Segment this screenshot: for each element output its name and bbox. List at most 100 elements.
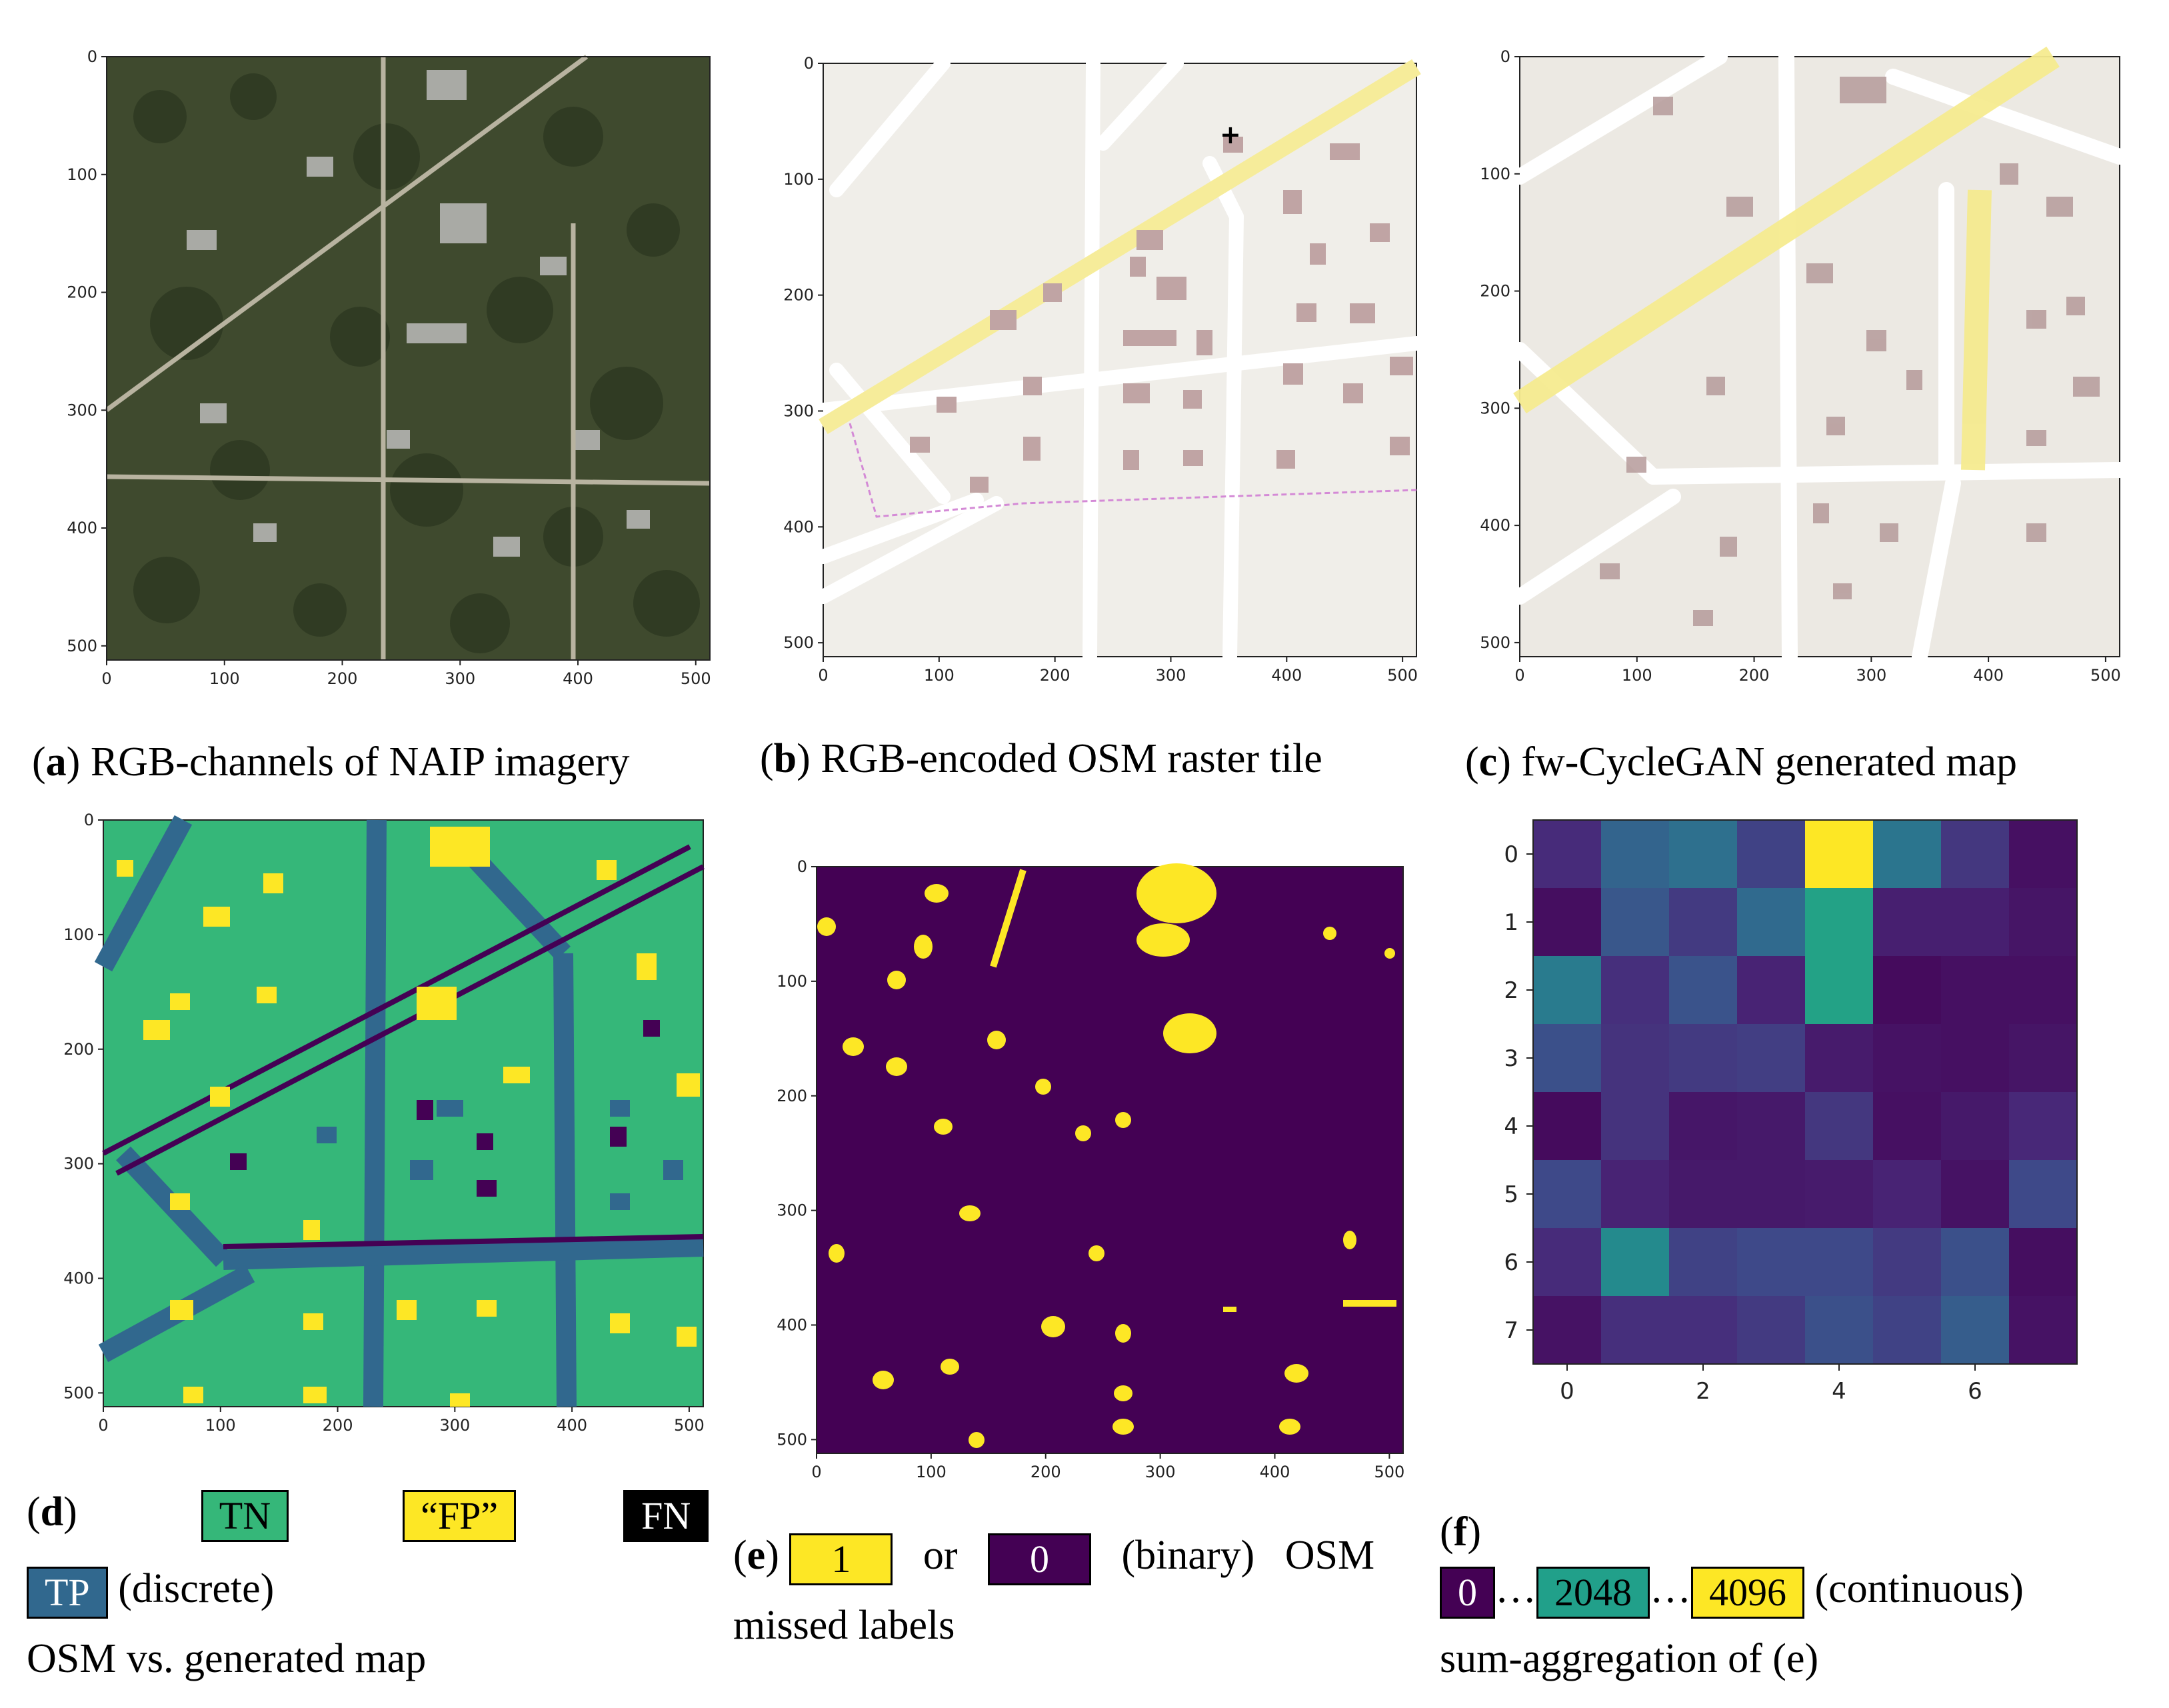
- heatmap-x-tick: 4: [1832, 1378, 1846, 1405]
- x-tick-label: 100: [916, 1463, 947, 1481]
- x-tick-label: 500: [2090, 666, 2121, 685]
- x-tick-label: 0: [98, 1416, 108, 1435]
- fn-buildings: [230, 1020, 660, 1197]
- heatmap-y-tick: 0: [1504, 841, 1518, 868]
- panel-d-comparison-map: 0 0 100 100 200 200 300 300 400 400 500 500: [0, 797, 733, 1437]
- heatmap-cell: [1805, 1296, 1873, 1364]
- y-tick-label: 0: [1500, 47, 1510, 66]
- legend-f-mid: 2048: [1536, 1566, 1650, 1619]
- heatmap-cell: [1737, 1296, 1805, 1364]
- heatmap-cell: [1873, 1024, 1941, 1092]
- heatmap-frame: [1532, 819, 2078, 1365]
- heatmap-cell: [1941, 956, 2009, 1024]
- fn-edges: [102, 844, 705, 1249]
- y-tick-label: 0: [87, 47, 97, 66]
- y-tick-label: 200: [1480, 282, 1510, 301]
- heatmap-cell: [1601, 956, 1669, 1024]
- heatmap-cell: [1533, 956, 1601, 1024]
- generated-buildings: [1600, 77, 2100, 626]
- y-tick-label: 300: [1480, 399, 1510, 417]
- caption-f-line2: 0… 2048… 4096 (continuous): [1440, 1563, 2024, 1619]
- heatmap-cell: [1601, 1228, 1669, 1296]
- y-tick-label: 400: [67, 519, 97, 537]
- heatmap-cell: [1737, 1092, 1805, 1160]
- y-tick-label: 200: [67, 283, 97, 302]
- x-tick-label: 100: [924, 666, 955, 685]
- heatmap-cell: [1873, 820, 1941, 888]
- heatmap-cell: [1601, 1296, 1669, 1364]
- heatmap-cell: [2009, 1024, 2077, 1092]
- heatmap-y-tick: 1: [1504, 909, 1518, 936]
- panel-a-naip-imagery: 0 0 100 100 200 200 300 300 400 400 500 500: [0, 0, 733, 700]
- heatmap-cell: [1533, 1092, 1601, 1160]
- heatmap-y-tick: 2: [1504, 977, 1518, 1004]
- y-tick-label: 400: [783, 517, 814, 536]
- heatmap-x-tick: 6: [1968, 1378, 1982, 1405]
- heatmap-cell: [1601, 888, 1669, 956]
- x-tick-label: 400: [1271, 666, 1302, 685]
- y-tick-label: 500: [777, 1430, 807, 1449]
- crosshair-marker: +: [1220, 120, 1241, 149]
- heatmap-cell: [1601, 1160, 1669, 1228]
- caption-a: (a) RGB-channels of NAIP imagery: [32, 739, 630, 785]
- heatmap-cell: [1873, 1228, 1941, 1296]
- axis-ticks: 0 0 100 100 200 200 300 300 400 400 500 500: [777, 857, 1404, 1481]
- heatmap-x-tick: 0: [1560, 1378, 1574, 1405]
- heatmap-cell: [2009, 820, 2077, 888]
- heatmap-cell: [1533, 820, 1601, 888]
- heatmap-cell: [1873, 956, 1941, 1024]
- heatmap-cell: [1669, 1024, 1737, 1092]
- heatmap-cell: [1941, 1024, 2009, 1092]
- heatmap-cell: [1533, 888, 1601, 956]
- heatmap-cell: [1601, 820, 1669, 888]
- x-tick-label: 500: [1374, 1463, 1404, 1481]
- heatmap-cell: [1941, 1092, 2009, 1160]
- caption-d: (d) TN “FP” FN: [27, 1487, 709, 1542]
- heatmap-cell: [1805, 956, 1873, 1024]
- y-tick-label: 0: [804, 54, 814, 73]
- heatmap-cell: [1601, 1024, 1669, 1092]
- x-tick-label: 300: [1856, 666, 1886, 685]
- heatmap-cell: [1601, 1092, 1669, 1160]
- caption-e-line2: missed labels: [733, 1603, 955, 1648]
- heatmap-cell: [1737, 1228, 1805, 1296]
- legend-f-max: 4096: [1691, 1566, 1804, 1619]
- legend-one: 1: [789, 1533, 893, 1585]
- zero-background: [816, 866, 1404, 1454]
- heatmap-cell: [1805, 820, 1873, 888]
- x-tick-label: 400: [557, 1416, 587, 1435]
- caption-d-line2: TP (discrete): [27, 1563, 274, 1619]
- frame: [106, 56, 711, 661]
- heatmap-cell: [1873, 1296, 1941, 1364]
- x-tick-label: 400: [563, 669, 593, 688]
- heatmap-cell: [1805, 888, 1873, 956]
- heatmap-cell: [1533, 1228, 1601, 1296]
- y-tick-label: 200: [777, 1087, 807, 1105]
- heatmap-cell: [1737, 956, 1805, 1024]
- caption-f-line3: sum-aggregation of (e): [1440, 1636, 1819, 1681]
- heatmap-cell: [1669, 1092, 1737, 1160]
- heatmap-cell: [1669, 888, 1737, 956]
- panel-c-generated-map: 0 0 100 100 200 200 300 300 400 400 500 500: [1453, 0, 2169, 700]
- heatmap-cell: [2009, 956, 2077, 1024]
- rooftops: [187, 70, 650, 557]
- heatmap-y-tick: 3: [1504, 1045, 1518, 1072]
- axis-ticks: 0 0 100 100 200 200 300 300 400 400 500 500: [63, 811, 705, 1435]
- heatmap-x-tick: 2: [1696, 1378, 1710, 1405]
- x-tick-label: 400: [1260, 1463, 1290, 1481]
- fp-buildings: [117, 827, 700, 1407]
- caption-b: (b) RGB-encoded OSM raster tile: [760, 736, 1322, 781]
- heatmap-cell: [1669, 1296, 1737, 1364]
- generated-major-road: [1513, 46, 2060, 471]
- y-tick-label: 500: [67, 637, 97, 655]
- y-tick-label: 200: [63, 1040, 94, 1059]
- heatmap-cells: [1533, 820, 2077, 1364]
- y-tick-label: 0: [84, 811, 94, 829]
- axis-ticks: 0 0 100 100 200 200 300 300 400 400 500 500: [67, 47, 711, 688]
- y-tick-label: 500: [63, 1383, 94, 1402]
- x-tick-label: 0: [1514, 666, 1524, 685]
- x-tick-label: 100: [205, 1416, 236, 1435]
- heatmap-cell: [1941, 820, 2009, 888]
- buildings: [910, 137, 1413, 493]
- y-tick-label: 200: [783, 286, 814, 305]
